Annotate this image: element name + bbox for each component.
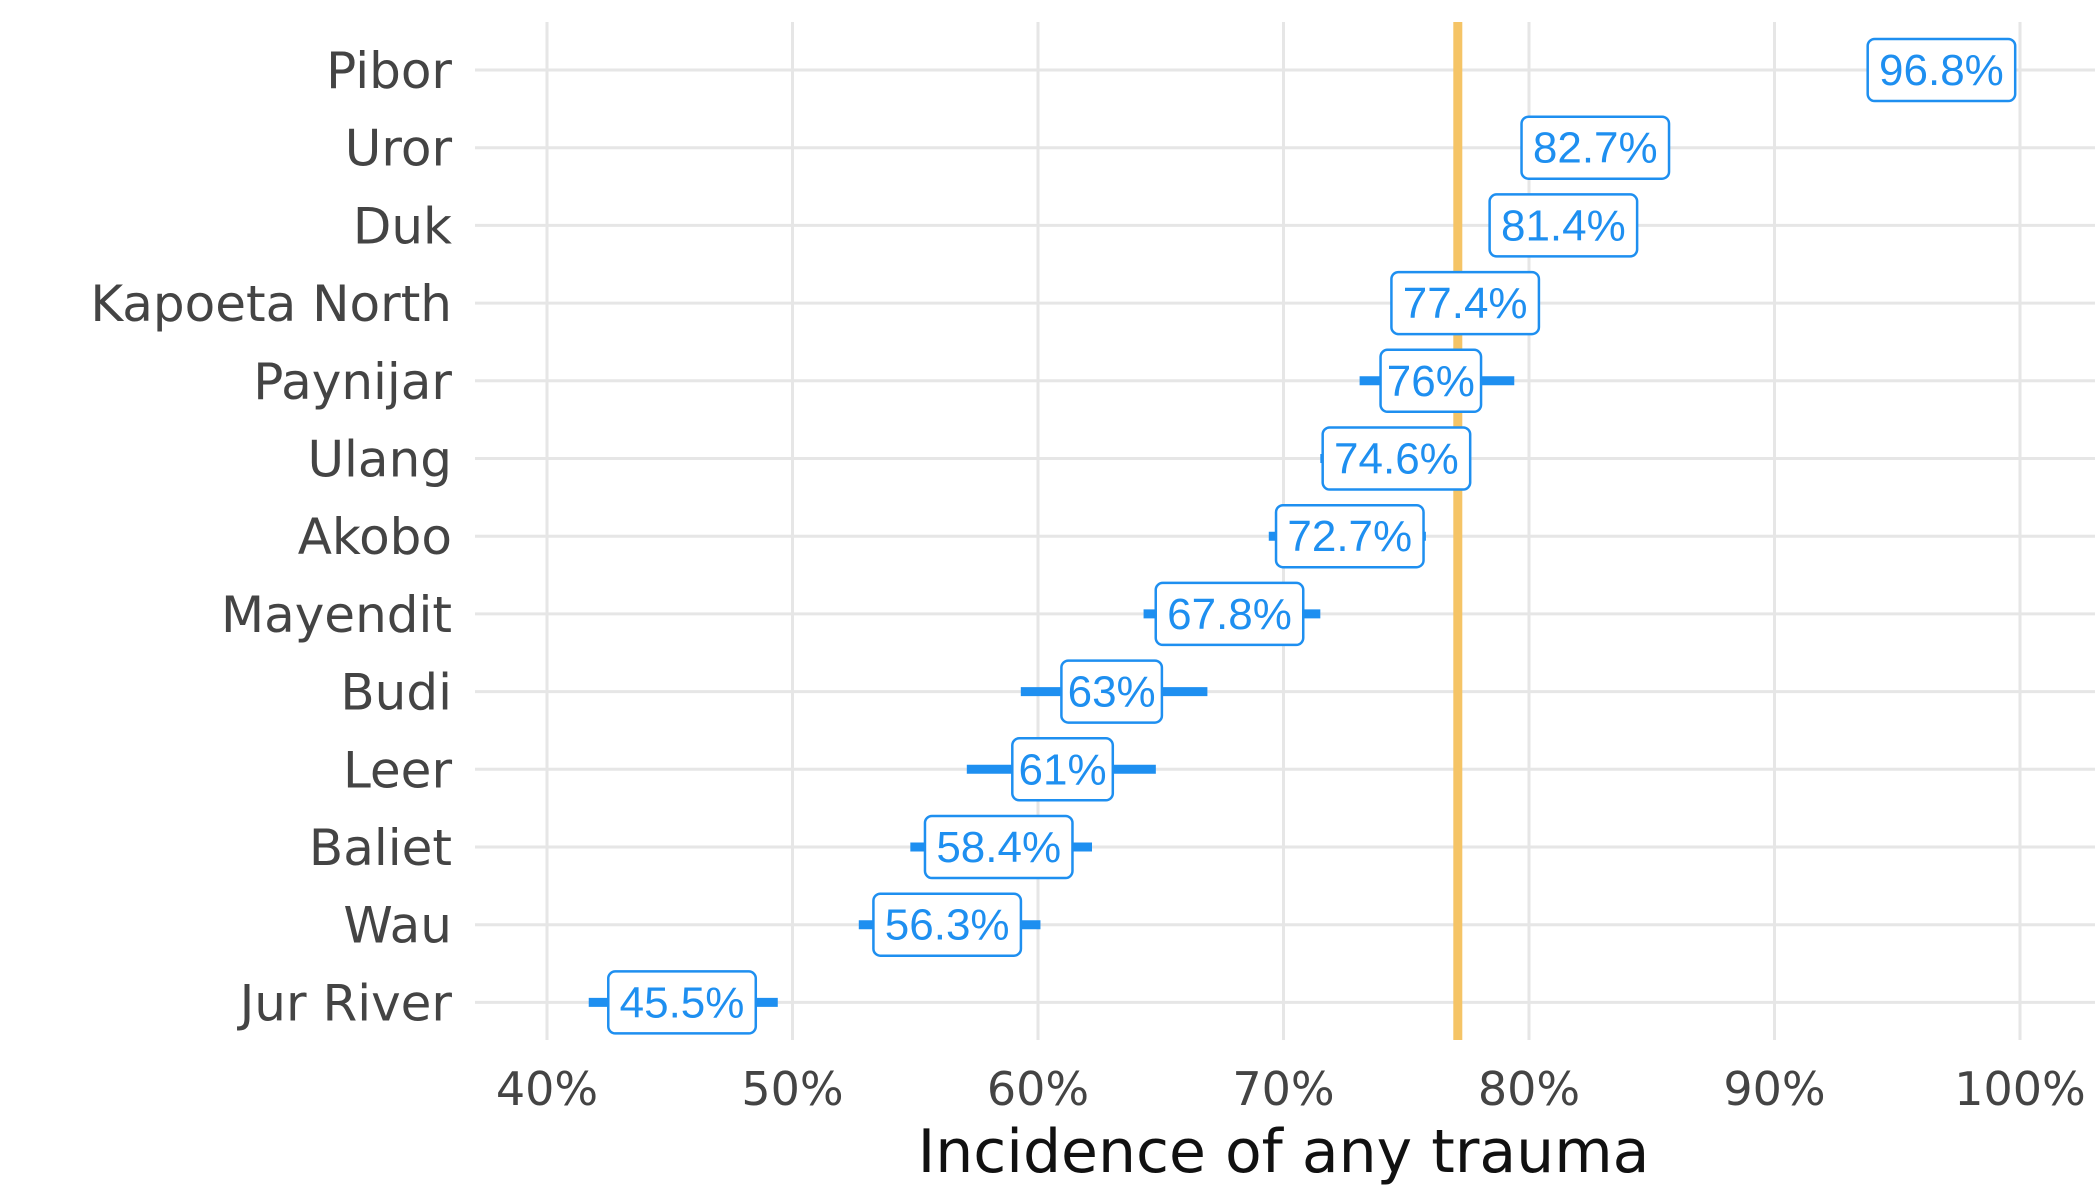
data-label-box	[1379, 348, 1483, 414]
category-label: Jur River	[237, 974, 453, 1032]
data-label-box	[1488, 193, 1639, 258]
data-label-text: 67.8%	[1167, 590, 1292, 639]
data-label: 61%	[1011, 737, 1115, 802]
data-labels: 96.8% 82.7% 81.4% 77.4% 76% 74.6% 72.7% 67.8%63…	[607, 37, 2017, 1035]
data-label-box	[923, 814, 1074, 880]
data-label: 63%	[1060, 659, 1164, 724]
category-label: Mayendit	[221, 586, 452, 644]
x-tick-label: 80%	[1478, 1062, 1580, 1116]
x-tick-label: 50%	[741, 1062, 843, 1116]
data-label-text: 96.8%	[1879, 46, 2004, 95]
data-label-box	[872, 892, 1023, 957]
category-label: Budi	[340, 664, 452, 722]
data-label: 56.3%	[872, 892, 1023, 957]
data-label-text: 76%	[1387, 357, 1475, 406]
data-label-text: 81.4%	[1501, 201, 1626, 250]
data-label: 72.7%	[1274, 503, 1425, 569]
x-tick-label: 100%	[1954, 1062, 2086, 1116]
data-label-text: 77.4%	[1403, 279, 1528, 328]
data-label: 76%	[1379, 348, 1483, 414]
data-label-text: 45.5%	[620, 978, 745, 1027]
category-label: Leer	[343, 741, 453, 799]
data-label-box	[1520, 115, 1671, 180]
category-label: Uror	[345, 120, 453, 178]
data-label-box	[1154, 581, 1305, 647]
category-label: Paynijar	[253, 353, 452, 411]
data-label-box	[1390, 270, 1541, 336]
x-axis-title: Incidence of any trauma	[918, 1117, 1650, 1187]
data-label: 58.4%	[923, 814, 1074, 880]
data-label-box	[1866, 37, 2017, 103]
data-label: 45.5%	[607, 970, 758, 1035]
data-label: 81.4%	[1488, 193, 1639, 258]
category-label: Ulang	[307, 431, 452, 489]
x-tick-label: 40%	[496, 1062, 598, 1116]
data-label-text: 82.7%	[1533, 124, 1658, 173]
data-label-text: 61%	[1019, 745, 1107, 794]
category-label: Akobo	[298, 508, 452, 566]
category-label: Pibor	[326, 42, 452, 100]
data-label-text: 74.6%	[1334, 435, 1459, 484]
data-label-text: 58.4%	[936, 823, 1061, 872]
data-label: 77.4%	[1390, 270, 1541, 336]
category-label: Baliet	[309, 819, 452, 877]
data-label: 67.8%	[1154, 581, 1305, 647]
x-tick-label: 90%	[1723, 1062, 1825, 1116]
data-label: 74.6%	[1321, 426, 1472, 491]
category-label: Kapoeta North	[90, 275, 452, 333]
data-label-box	[1060, 659, 1164, 724]
x-tick-labels: 40% 50% 60% 70% 80% 90% 100%	[496, 1062, 2086, 1116]
data-label-box	[1274, 503, 1425, 569]
data-label-box	[1011, 737, 1115, 802]
category-label: Duk	[353, 197, 452, 255]
x-tick-label: 60%	[987, 1062, 1089, 1116]
x-tick-label: 70%	[1232, 1062, 1334, 1116]
data-label-text: 63%	[1068, 668, 1156, 717]
data-label-box	[607, 970, 758, 1035]
data-label-text: 72.7%	[1287, 512, 1412, 561]
data-label: 82.7%	[1520, 115, 1671, 180]
category-label: Wau	[343, 897, 452, 955]
data-label-box	[1321, 426, 1472, 491]
data-label: 96.8%	[1866, 37, 2017, 103]
data-label-text: 56.3%	[885, 901, 1010, 950]
category-labels: Pibor Uror Duk Kapoeta North Paynijar Ulang Ak…	[90, 42, 452, 1032]
